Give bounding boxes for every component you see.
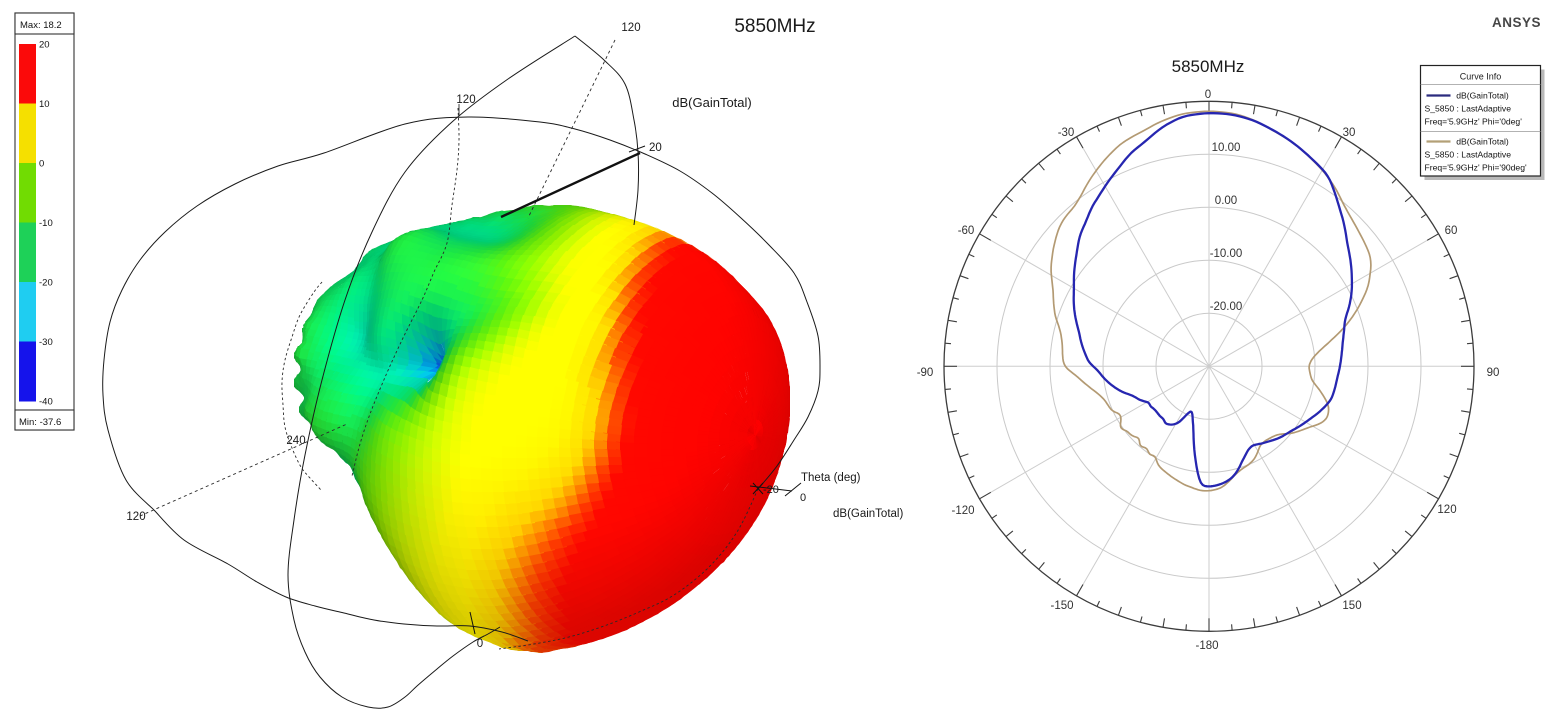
svg-text:-20: -20: [39, 278, 53, 289]
svg-text:10.00: 10.00: [1212, 142, 1241, 154]
svg-text:-60: -60: [958, 225, 975, 237]
svg-text:Max: 18.2: Max: 18.2: [20, 20, 62, 31]
svg-text:Freq='5.9GHz' Phi='90deg': Freq='5.9GHz' Phi='90deg': [1425, 163, 1527, 173]
svg-text:S_5850 : LastAdaptive: S_5850 : LastAdaptive: [1425, 150, 1512, 160]
svg-text:-150: -150: [1050, 600, 1073, 612]
svg-text:0: 0: [39, 159, 44, 170]
svg-text:60: 60: [1445, 225, 1458, 237]
svg-text:-30: -30: [1058, 127, 1075, 139]
svg-text:10: 10: [39, 99, 50, 110]
svg-text:0.00: 0.00: [1215, 195, 1237, 207]
svg-text:-20: -20: [763, 484, 779, 496]
svg-text:120: 120: [456, 94, 475, 106]
svg-text:-10: -10: [39, 218, 53, 229]
svg-text:0: 0: [1205, 89, 1211, 101]
svg-text:150: 150: [1342, 600, 1361, 612]
svg-text:0: 0: [800, 492, 806, 504]
svg-text:30: 30: [1343, 127, 1356, 139]
svg-text:-20.00: -20.00: [1210, 301, 1243, 313]
svg-text:Freq='5.9GHz' Phi='0deg': Freq='5.9GHz' Phi='0deg': [1425, 117, 1523, 127]
svg-text:0: 0: [477, 638, 483, 650]
svg-text:Curve Info: Curve Info: [1460, 72, 1502, 82]
svg-text:20: 20: [649, 142, 662, 154]
svg-text:dB(GainTotal): dB(GainTotal): [1456, 91, 1509, 101]
svg-text:120: 120: [126, 511, 145, 523]
svg-text:dB(GainTotal): dB(GainTotal): [833, 508, 903, 520]
svg-text:240: 240: [286, 435, 305, 447]
svg-text:Theta (deg): Theta (deg): [801, 472, 861, 484]
svg-text:Min: -37.6: Min: -37.6: [19, 417, 61, 428]
svg-text:-10.00: -10.00: [1210, 248, 1243, 260]
svg-text:120: 120: [1437, 504, 1456, 516]
svg-text:dB(GainTotal): dB(GainTotal): [672, 95, 751, 110]
svg-text:-40: -40: [39, 397, 53, 408]
svg-text:S_5850 : LastAdaptive: S_5850 : LastAdaptive: [1425, 104, 1512, 114]
svg-text:-30: -30: [39, 337, 53, 348]
svg-text:20: 20: [39, 40, 50, 51]
svg-text:-180: -180: [1195, 640, 1218, 652]
svg-text:5850MHz: 5850MHz: [734, 16, 815, 37]
svg-text:-120: -120: [951, 505, 974, 517]
svg-text:120: 120: [621, 22, 640, 34]
svg-text:5850MHz: 5850MHz: [1172, 57, 1245, 76]
svg-text:90: 90: [1487, 367, 1500, 379]
svg-text:-90: -90: [917, 367, 934, 379]
svg-text:ANSYS: ANSYS: [1492, 15, 1541, 30]
svg-text:dB(GainTotal): dB(GainTotal): [1456, 137, 1509, 147]
